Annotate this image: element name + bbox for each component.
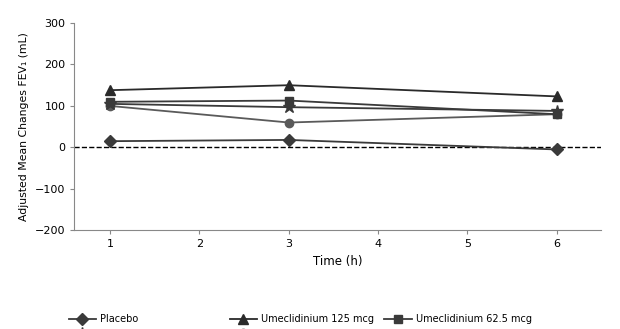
Y-axis label: Adjusted Mean Changes FEV₁ (mL): Adjusted Mean Changes FEV₁ (mL) xyxy=(19,32,29,221)
Legend: Placebo, Umeclidinium 31.25 mcg, Umeclidinium 125 mcg, Umeclidinium 15.6 mcg, Um: Placebo, Umeclidinium 31.25 mcg, Umeclid… xyxy=(69,314,531,329)
X-axis label: Time (h): Time (h) xyxy=(313,255,363,268)
